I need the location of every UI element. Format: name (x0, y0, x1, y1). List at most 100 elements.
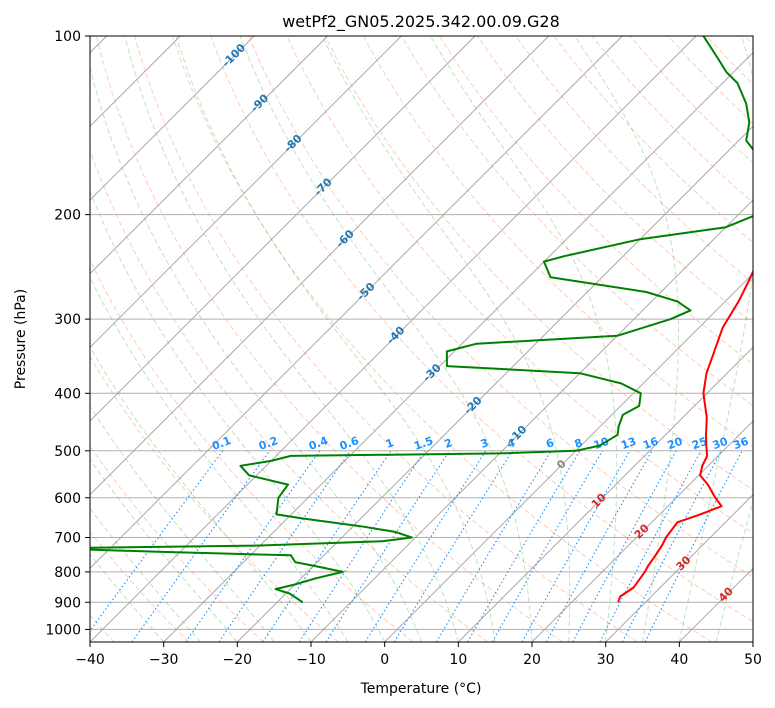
mixing-ratio-line (262, 450, 392, 642)
moist-adiabat (678, 36, 753, 642)
isotherm-line (163, 52, 753, 642)
x-axis-label: Temperature (°C) (360, 681, 482, 697)
x-tick-label: 10 (449, 652, 467, 668)
dewpoint-line (90, 36, 753, 604)
y-tick-label: 400 (54, 386, 81, 402)
x-tick-label: −30 (149, 652, 179, 668)
mixing-ratio-label: 1.5 (412, 434, 435, 453)
moist-adiabat (90, 458, 238, 642)
mixing-ratio-label: 1 (384, 436, 396, 451)
mixing-ratio-label: 0.4 (307, 434, 330, 453)
chart-title: wetPf2_GN05.2025.342.00.09.G28 (282, 12, 560, 32)
sounding-series (90, 36, 753, 604)
dry-adiabat (133, 36, 638, 642)
mixing-ratio-line (572, 450, 677, 642)
dry-adiabat (172, 36, 712, 642)
dry-adiabat (515, 36, 753, 284)
moist-adiabat (239, 36, 533, 642)
mixing-ratio-line (644, 450, 743, 642)
isotherm-line (237, 125, 753, 642)
dry-adiabat (90, 445, 264, 642)
mixing-ratio-label: 8 (573, 436, 585, 451)
pressure-gridlines (90, 36, 753, 630)
skewed-isotherms (90, 36, 753, 642)
mixing-ratio-lines (90, 450, 743, 642)
mixing-ratio-line (435, 450, 552, 642)
y-axis-ticks: 100 200 300 400 500 600 700 800 900 1000 (45, 29, 90, 638)
mixing-ratio-label: 36 (731, 435, 750, 453)
x-tick-label: 20 (523, 652, 541, 668)
isotherm-line (90, 36, 476, 422)
x-tick-label: −10 (296, 652, 326, 668)
moist-adiabat (90, 189, 386, 642)
mixing-ratio-label: 25 (690, 435, 709, 452)
mixing-ratio-line (218, 450, 351, 642)
mixing-ratio-label: 0.1 (210, 434, 233, 453)
plot-area: 0.1 0.2 0.4 0.6 1 1.5 2 3 4 6 8 10 13 16 20 25 30 36-100-… (90, 36, 753, 642)
y-axis-label: Pressure (hPa) (13, 289, 29, 389)
mixing-ratio-label: 16 (641, 435, 660, 453)
isotherm-line (90, 36, 402, 348)
mixing-ratio-line (521, 450, 631, 642)
y-tick-label: 800 (54, 565, 81, 581)
y-tick-label: 600 (54, 491, 81, 507)
moist-adiabats (90, 36, 753, 642)
dry-adiabat (248, 36, 753, 578)
mixing-ratio-label: 13 (619, 435, 638, 452)
dry-adiabat (362, 36, 753, 449)
mixing-ratio-line (185, 450, 321, 642)
isotherm-line (384, 273, 753, 642)
isotherm-line (531, 420, 753, 642)
moist-adiabat (90, 276, 349, 642)
y-tick-label: 300 (54, 312, 81, 328)
mixing-ratio-line (298, 450, 426, 642)
mixing-ratio-line (131, 450, 271, 642)
dry-adiabat (438, 36, 753, 365)
isotherm-line (90, 36, 549, 496)
mixing-ratio-line (364, 450, 487, 642)
y-tick-label: 700 (54, 531, 81, 547)
plot-frame (89, 35, 754, 643)
mixing-ratio-line (325, 450, 451, 642)
mixing-ratio-line (599, 450, 702, 642)
mixing-ratio-line (90, 450, 224, 632)
mixing-ratio-label: 2 (443, 436, 455, 451)
isotherm-line (90, 36, 623, 569)
mixing-ratio-label: 20 (666, 435, 685, 453)
x-tick-label: 30 (597, 652, 615, 668)
dry-adiabat (286, 36, 753, 534)
x-tick-label: 50 (744, 652, 762, 668)
y-tick-label: 100 (54, 29, 81, 45)
mixing-ratio-label: 4 (505, 436, 517, 451)
isotherm-line (90, 36, 697, 642)
isotherm-line (310, 199, 753, 642)
mixing-ratio-label: 0.6 (338, 434, 361, 453)
moist-adiabat (715, 498, 753, 642)
x-tick-label: −40 (75, 652, 105, 668)
x-tick-label: 0 (380, 652, 389, 668)
dry-adiabat (324, 36, 753, 491)
moist-adiabat (574, 36, 679, 642)
dry-adiabat (210, 36, 753, 623)
dry-adiabat (400, 36, 753, 407)
temperature-line (617, 269, 753, 603)
mixing-ratio-label: 3 (479, 436, 491, 451)
moist-adiabat (321, 36, 571, 642)
moist-adiabat (430, 36, 618, 642)
isotherm-line (90, 36, 255, 201)
mixing-ratio-label: 6 (544, 436, 556, 451)
moist-adiabat (175, 36, 496, 642)
moist-adiabat (90, 405, 275, 642)
moist-adiabat (124, 36, 459, 642)
dry-adiabat (90, 149, 488, 642)
x-tick-label: −20 (223, 652, 253, 668)
dry-adiabat (90, 355, 339, 642)
mixing-ratio-label: 30 (711, 435, 730, 453)
y-tick-label: 1000 (45, 622, 81, 638)
y-tick-label: 900 (54, 595, 81, 611)
x-axis-ticks: −40 −30 −20 −10 0 10 20 30 40 50 (75, 642, 762, 668)
mixing-ratio-line (545, 450, 653, 642)
y-tick-label: 200 (54, 208, 81, 224)
